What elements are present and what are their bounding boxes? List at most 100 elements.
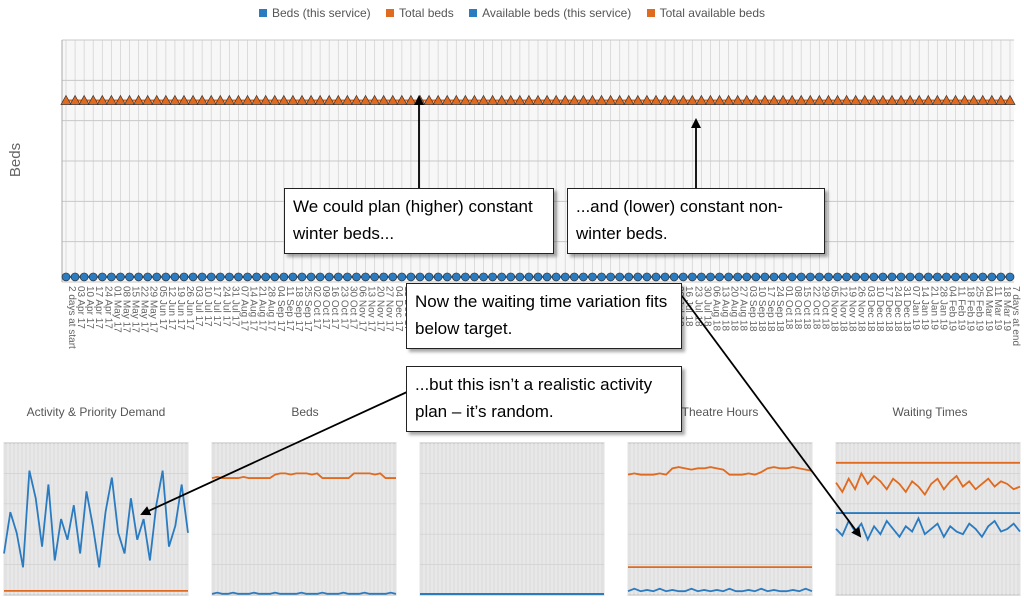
data-point: [642, 272, 652, 282]
data-point: [914, 272, 924, 282]
data-point: [215, 272, 225, 282]
data-point: [923, 272, 933, 282]
data-point: [361, 272, 370, 282]
data-point: [550, 94, 562, 105]
data-point: [969, 272, 979, 282]
data-point: [796, 272, 806, 282]
data-point: [822, 94, 835, 105]
data-point: [732, 94, 744, 105]
x-tick-label: 04 Mar 19: [983, 286, 994, 331]
data-point: [777, 94, 789, 105]
data-point: [568, 94, 580, 105]
mini-chart-theatre: [627, 442, 813, 596]
data-point: [833, 272, 842, 282]
x-tick-label: 30 Oct 17: [347, 286, 358, 330]
x-tick-label: 15 May 17: [130, 286, 141, 333]
data-point: [424, 272, 434, 282]
data-point: [116, 272, 125, 282]
x-tick-label: 16 Oct 17: [329, 286, 340, 330]
data-point: [197, 272, 207, 282]
data-point: [423, 94, 435, 105]
data-point: [995, 94, 1007, 105]
data-point: [241, 94, 254, 105]
data-point: [860, 272, 870, 282]
x-tick-label: 04 Dec 17: [393, 286, 404, 332]
mini-plot-area: [419, 442, 605, 596]
data-point: [205, 94, 217, 105]
legend-label: Available beds (this service): [482, 6, 632, 20]
data-point: [279, 272, 289, 282]
data-point: [343, 272, 352, 282]
data-point: [269, 94, 281, 105]
data-point: [842, 272, 851, 282]
data-point: [569, 272, 579, 282]
callout-waiting: Now the waiting time variation fits belo…: [406, 283, 682, 349]
x-tick-label: 17 Dec 18: [883, 286, 894, 332]
x-tick-label: 25 Feb 19: [974, 286, 985, 331]
data-point: [196, 94, 208, 105]
data-point: [751, 272, 761, 282]
x-tick-label: 03 Apr 17: [75, 286, 86, 329]
data-point: [577, 94, 589, 105]
data-point: [851, 272, 861, 282]
data-point: [1004, 94, 1016, 105]
data-point: [261, 272, 271, 282]
x-tick-label: 14 Jan 19: [919, 286, 930, 330]
data-point: [805, 272, 815, 282]
data-point: [388, 272, 398, 282]
data-point: [614, 94, 626, 105]
x-tick-label: 29 May 17: [148, 286, 159, 333]
x-tick-label: 01 May 17: [111, 286, 122, 333]
data-point: [123, 94, 136, 105]
legend-item[interactable]: Beds (this service): [258, 6, 371, 20]
data-point: [134, 272, 143, 282]
x-tick-label: 10 Apr 17: [84, 286, 95, 329]
callout-activity: ...but this isn’t a realistic activity p…: [406, 366, 682, 432]
x-tick-label: 28 Jan 19: [937, 286, 948, 330]
mini-series-line: [211, 472, 396, 479]
x-tick-label: 24 Dec 18: [892, 286, 903, 332]
legend-swatch: [258, 9, 267, 17]
data-point: [850, 94, 862, 105]
data-point: [243, 272, 252, 282]
data-point: [986, 94, 998, 105]
data-point: [252, 272, 261, 282]
legend-item[interactable]: Total beds: [386, 6, 454, 20]
data-point: [97, 272, 107, 282]
data-point: [904, 94, 916, 105]
legend-item[interactable]: Available beds (this service): [469, 6, 631, 20]
x-tick-label: 10 Jul 17: [202, 286, 213, 327]
data-point: [461, 272, 470, 282]
data-point: [787, 272, 797, 282]
x-tick-label: 17 Apr 17: [93, 286, 104, 329]
x-tick-label: 24 Jul 17: [220, 286, 231, 327]
data-point: [451, 272, 461, 282]
data-point: [479, 272, 488, 282]
data-point: [143, 272, 153, 282]
mini-plot-area: [835, 442, 1021, 596]
data-point: [379, 272, 389, 282]
callout-nonwinter: ...and (lower) constant non-winter beds.: [567, 188, 825, 254]
x-tick-label: 12 Jun 17: [166, 286, 177, 330]
data-point: [968, 94, 980, 105]
x-tick-label: 23 Oct 17: [338, 286, 349, 330]
data-point: [314, 94, 326, 105]
data-point: [488, 272, 497, 282]
x-tick-label: 14 Aug 17: [248, 286, 259, 331]
data-point: [841, 94, 853, 105]
data-point: [868, 94, 880, 105]
data-point: [287, 94, 299, 105]
x-tick-label: 03 Jul 17: [193, 286, 204, 327]
data-point: [352, 272, 361, 282]
data-point: [541, 94, 553, 105]
x-tick-label: 08 May 17: [120, 286, 131, 333]
data-point: [487, 94, 499, 105]
x-tick-label: 03 Dec 18: [865, 286, 876, 332]
x-tick-label: 22 May 17: [139, 286, 150, 333]
data-point: [96, 94, 108, 105]
data-point: [895, 94, 907, 105]
x-tick-label: 20 Nov 17: [375, 286, 386, 332]
data-point: [60, 94, 72, 105]
data-point: [251, 94, 263, 105]
legend-item[interactable]: Total available beds: [646, 6, 765, 20]
